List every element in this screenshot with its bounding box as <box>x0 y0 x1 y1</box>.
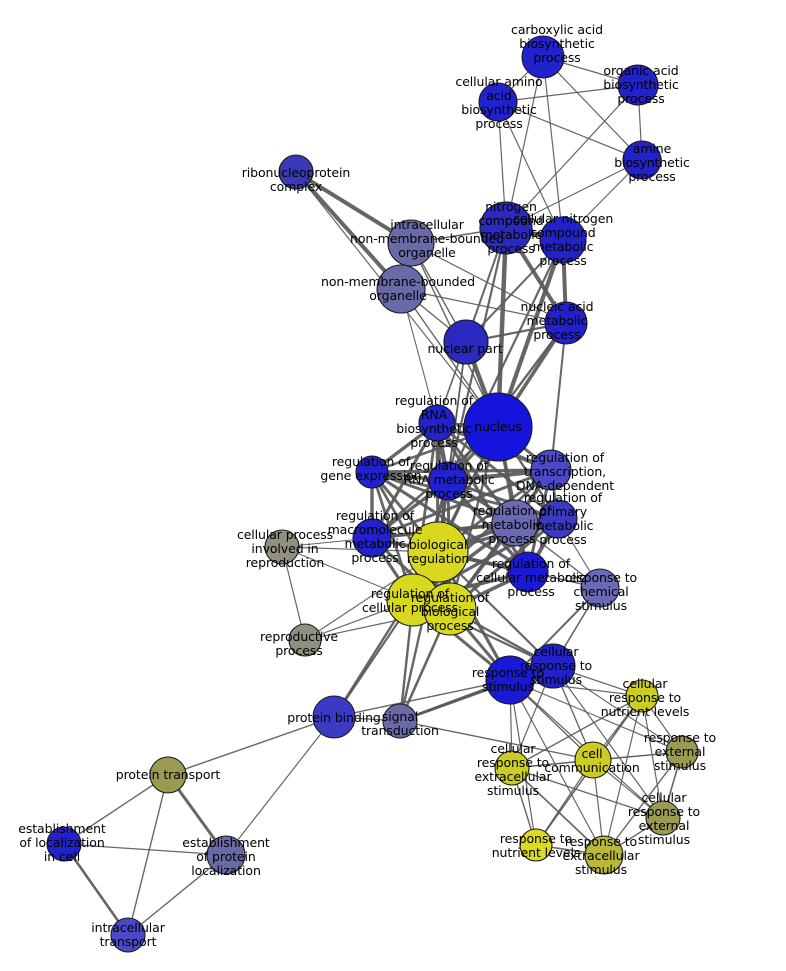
network-node[interactable] <box>580 568 620 608</box>
network-node[interactable] <box>206 835 246 875</box>
network-edge[interactable] <box>603 751 683 856</box>
network-node[interactable] <box>507 551 549 593</box>
network-edge[interactable] <box>127 774 169 936</box>
node-layer <box>46 35 699 953</box>
network-edge[interactable] <box>400 288 567 324</box>
network-node[interactable] <box>387 219 435 267</box>
network-edge[interactable] <box>167 716 335 776</box>
network-edge[interactable] <box>370 470 530 574</box>
network-node[interactable] <box>479 201 533 255</box>
network-node[interactable] <box>278 154 314 190</box>
network-edge[interactable] <box>511 767 605 856</box>
network-node[interactable] <box>355 455 389 489</box>
network-node[interactable] <box>149 756 187 794</box>
network-edge[interactable] <box>333 679 511 718</box>
network-node[interactable] <box>530 449 572 491</box>
network-node[interactable] <box>665 735 699 769</box>
network-node[interactable] <box>538 499 578 539</box>
network-node[interactable] <box>264 529 300 565</box>
network-node[interactable] <box>312 695 356 739</box>
network-node[interactable] <box>428 461 468 501</box>
network-edge[interactable] <box>127 854 227 936</box>
network-node[interactable] <box>423 582 477 636</box>
network-node[interactable] <box>288 623 322 657</box>
network-edge[interactable] <box>552 665 664 819</box>
network-node[interactable] <box>622 140 662 180</box>
network-node[interactable] <box>485 655 535 705</box>
network-edge[interactable] <box>505 56 544 229</box>
network-edge[interactable] <box>294 170 403 291</box>
network-edge[interactable] <box>62 842 130 937</box>
network-edge[interactable] <box>497 84 639 103</box>
network-node[interactable] <box>463 392 533 462</box>
network-edge[interactable] <box>542 56 564 241</box>
network-node[interactable] <box>521 35 565 79</box>
network-node[interactable] <box>574 741 612 779</box>
network-edge[interactable] <box>225 716 335 856</box>
network-edge[interactable] <box>603 695 643 856</box>
network-node[interactable] <box>494 750 530 786</box>
network-edge[interactable] <box>63 843 227 856</box>
network-edge[interactable] <box>497 101 643 161</box>
network-edge[interactable] <box>550 322 567 471</box>
network-edge[interactable] <box>497 101 564 241</box>
network-node[interactable] <box>491 499 539 547</box>
network-node[interactable] <box>46 826 82 862</box>
edge-layer <box>62 56 683 937</box>
network-node[interactable] <box>407 521 469 583</box>
network-edge[interactable] <box>509 679 683 753</box>
network-edge[interactable] <box>505 84 639 229</box>
network-node[interactable] <box>645 800 681 836</box>
network-node[interactable] <box>584 835 624 875</box>
network-node[interactable] <box>625 679 659 713</box>
network-node[interactable] <box>382 703 418 739</box>
network-node[interactable] <box>530 643 576 689</box>
network-node[interactable] <box>352 518 392 558</box>
network-edge[interactable] <box>63 774 169 845</box>
network-node[interactable] <box>376 264 426 314</box>
network-edge[interactable] <box>509 679 605 856</box>
network-edge[interactable] <box>410 242 567 324</box>
network-node[interactable] <box>418 404 456 442</box>
network-edge[interactable] <box>542 56 643 161</box>
network-node[interactable] <box>544 301 588 345</box>
network-node[interactable] <box>478 82 518 122</box>
network-node[interactable] <box>443 319 489 365</box>
network-edge[interactable] <box>511 767 664 819</box>
network-node[interactable] <box>539 216 587 264</box>
network-edge[interactable] <box>399 720 594 761</box>
network-node[interactable] <box>519 828 553 862</box>
network-edge[interactable] <box>641 695 664 819</box>
network-node[interactable] <box>617 64 659 106</box>
network-edge[interactable] <box>511 695 643 769</box>
network-node[interactable] <box>110 917 146 953</box>
